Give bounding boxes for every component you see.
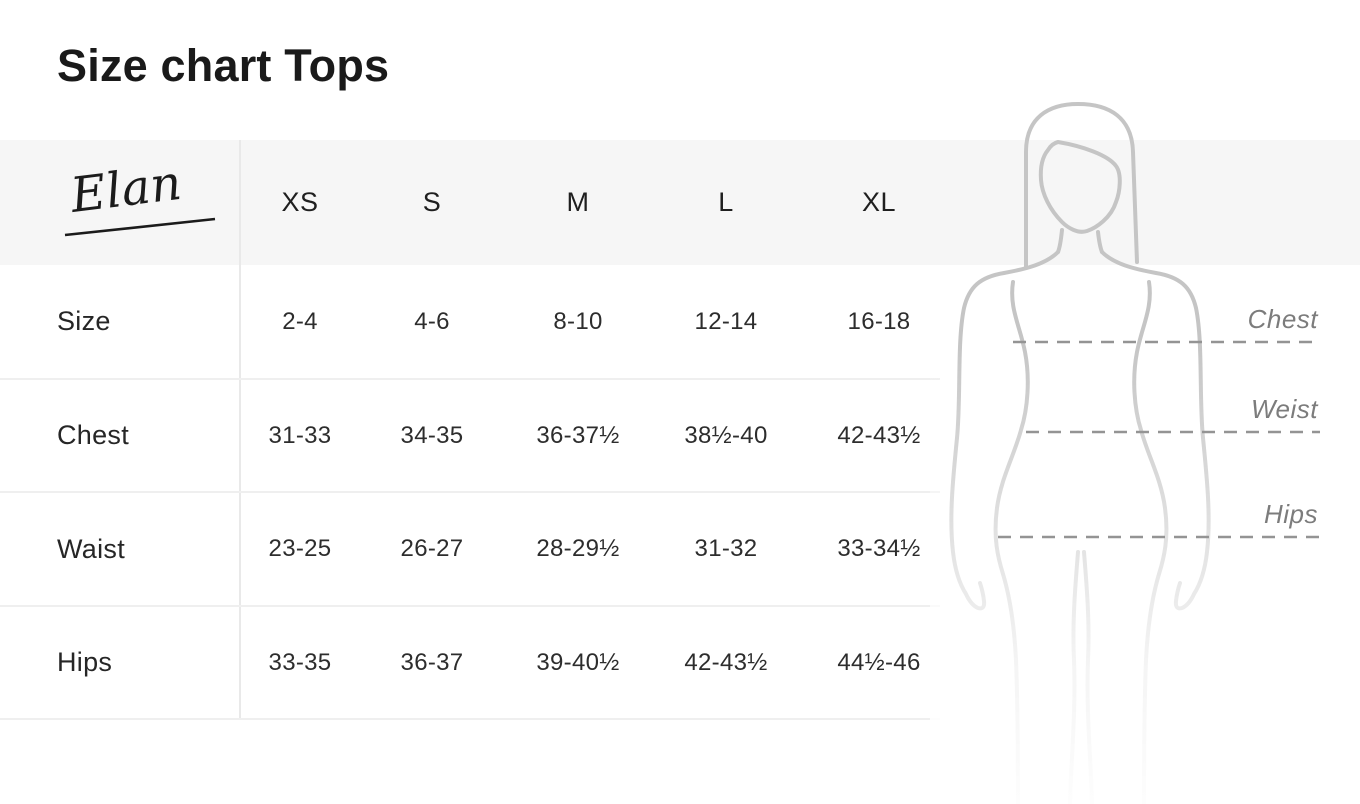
- brand-logo-signature: Elan: [64, 154, 216, 236]
- column-header-l: L: [718, 187, 734, 217]
- cell-chest-xs: 31-33: [268, 421, 332, 449]
- row-label-waist: Waist: [57, 533, 125, 564]
- figure-label-hips: Hips: [1263, 499, 1318, 529]
- brand-logo: Elan: [0, 152, 240, 254]
- size-table: Elan XS S M L XL Size 2-4 4-6 8-10 12-14…: [0, 140, 940, 720]
- column-header-xs: XS: [281, 187, 319, 217]
- table-row-hips: Hips 33-35 36-37 39-40½ 42-43½ 44½-46: [0, 607, 940, 720]
- cell-waist-m: 28-29½: [536, 535, 620, 562]
- row-label-hips: Hips: [57, 647, 113, 677]
- cell-size-s: 4-6: [414, 307, 450, 335]
- figure-label-weist: Weist: [1250, 394, 1318, 424]
- cell-size-xs: 2-4: [282, 307, 318, 335]
- cell-chest-m: 36-37½: [536, 421, 620, 449]
- cell-waist-xs: 23-25: [268, 535, 332, 562]
- row-label-size: Size: [57, 306, 111, 336]
- left-torso-outline: [993, 280, 1030, 804]
- cell-hips-xs: 33-35: [268, 648, 332, 676]
- table-row-waist: Waist 23-25 26-27 28-29½ 31-32 33-34½: [0, 493, 940, 607]
- cell-size-l: 12-14: [694, 307, 758, 335]
- row-label-chest: Chest: [57, 420, 130, 450]
- right-inner-leg: [1082, 550, 1094, 804]
- brand-logo-text: Elan: [67, 154, 185, 223]
- brand-logo-underline: [64, 217, 216, 236]
- right-arm-outline: [1100, 250, 1211, 611]
- table-vertical-divider: [239, 140, 241, 720]
- figure-label-chest: Chest: [1247, 304, 1318, 334]
- table-row-chest: Chest 31-33 34-35 36-37½ 38½-40 42-43½: [0, 380, 940, 493]
- cell-hips-m: 39-40½: [536, 648, 620, 676]
- column-header-m: M: [566, 187, 590, 217]
- column-header-xl: XL: [861, 187, 897, 217]
- cell-hips-xl: 44½-46: [837, 648, 921, 676]
- cell-hips-l: 42-43½: [684, 648, 768, 676]
- cell-waist-l: 31-32: [694, 535, 758, 562]
- cell-chest-s: 34-35: [400, 421, 464, 449]
- cell-hips-s: 36-37: [400, 648, 464, 676]
- cell-chest-l: 38½-40: [684, 421, 768, 449]
- cell-waist-xl: 33-34½: [837, 535, 921, 562]
- cell-size-xl: 16-18: [847, 307, 911, 335]
- cell-chest-xl: 42-43½: [837, 421, 921, 449]
- page-title: Size chart Tops: [57, 40, 390, 91]
- column-header-s: S: [422, 187, 442, 217]
- size-table-header-row: Elan XS S M L XL: [0, 140, 940, 265]
- cell-waist-s: 26-27: [400, 535, 464, 562]
- left-inner-leg: [1068, 550, 1080, 804]
- left-arm-outline: [949, 250, 1060, 611]
- cell-size-m: 8-10: [553, 307, 603, 335]
- right-torso-outline: [1132, 280, 1169, 804]
- table-row-size: Size 2-4 4-6 8-10 12-14 16-18: [0, 265, 940, 380]
